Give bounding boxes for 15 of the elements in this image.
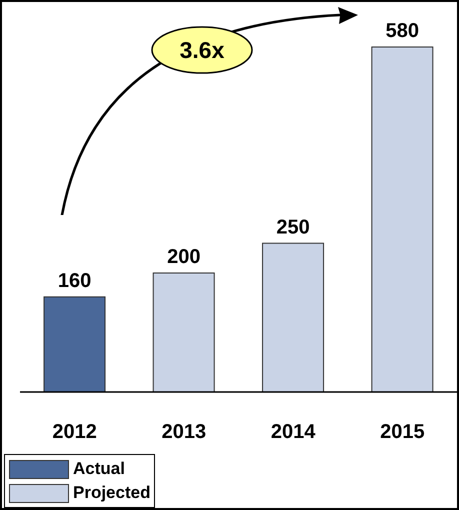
bar <box>262 242 324 392</box>
legend-label: Projected <box>73 483 150 503</box>
data-label: 250 <box>276 216 310 238</box>
x-tick-label: 2014 <box>270 421 316 444</box>
bar <box>152 272 215 392</box>
annotation: 3.6x <box>180 37 225 63</box>
x-tick-label: 2013 <box>162 421 206 444</box>
x-tick-label: 2015 <box>380 421 425 444</box>
bar <box>44 296 106 392</box>
data-label: 200 <box>167 246 200 268</box>
data-label: 160 <box>58 270 92 292</box>
legend-label: Actual <box>73 459 125 479</box>
bar <box>371 46 434 392</box>
data-label: 580 <box>386 20 419 42</box>
x-tick-label: 2012 <box>52 421 97 444</box>
